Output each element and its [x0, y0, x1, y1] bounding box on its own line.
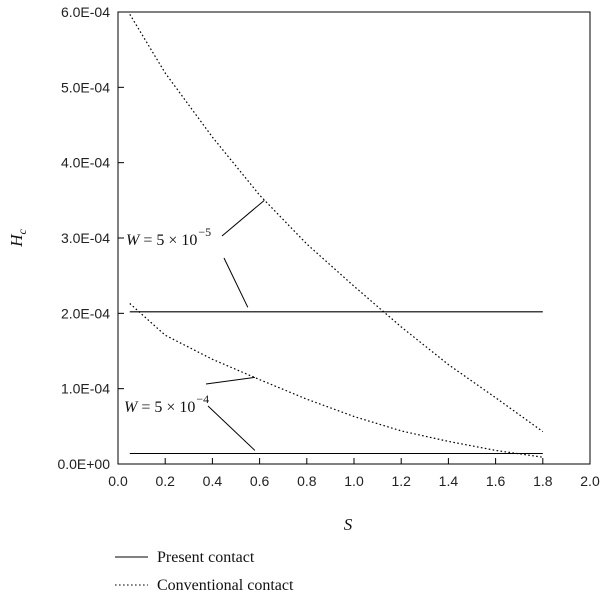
y-tick-label: 3.0E-04 [61, 230, 110, 246]
x-tick-label: 0.8 [297, 473, 317, 489]
annotation-pointer [205, 376, 255, 385]
annotation-pointer [221, 199, 265, 237]
y-tick-label: 1.0E-04 [61, 381, 110, 397]
x-axis-title: S [344, 515, 353, 534]
y-tick-label: 0.0E+00 [57, 456, 110, 472]
x-tick-label: 0.2 [155, 473, 175, 489]
annotation-label: W = 5 × 10−5 [126, 225, 211, 249]
legend-label: Conventional contact [157, 577, 294, 594]
x-tick-label: 1.0 [344, 473, 364, 489]
series-layer [129, 13, 544, 458]
conventional-contact-line [129, 303, 543, 458]
legend: Present contact Conventional contact [115, 549, 294, 594]
annotation-pointer [207, 405, 256, 451]
x-tick-label: 1.6 [486, 473, 506, 489]
legend-label: Present contact [157, 549, 255, 566]
x-tick-label: 2.0 [580, 473, 600, 489]
x-tick-label: 0.4 [203, 473, 223, 489]
y-axis-title: Hc [7, 229, 29, 248]
annotation-pointer [223, 257, 249, 308]
x-axis-ticks: 0.0 0.2 0.4 0.6 0.8 1.0 1.2 1.4 1.6 1.8 2.0 [108, 458, 600, 489]
annotations: W = 5 × 10−5 W = 5 × 10−4 [124, 199, 265, 451]
x-tick-label: 1.4 [439, 473, 459, 489]
x-tick-label: 1.8 [533, 473, 553, 489]
conventional-contact-line [129, 13, 544, 433]
x-tick-label: 0.0 [108, 473, 128, 489]
y-tick-label: 5.0E-04 [61, 79, 110, 95]
y-tick-label: 2.0E-04 [61, 305, 110, 321]
y-axis-ticks: 0.0E+00 1.0E-04 2.0E-04 3.0E-04 4.0E-04 5.0E-… [57, 4, 124, 472]
x-tick-label: 0.6 [250, 473, 270, 489]
x-tick-label: 1.2 [391, 473, 411, 489]
y-tick-label: 4.0E-04 [61, 155, 110, 171]
y-tick-label: 6.0E-04 [61, 4, 110, 20]
annotation-label: W = 5 × 10−4 [124, 392, 209, 416]
